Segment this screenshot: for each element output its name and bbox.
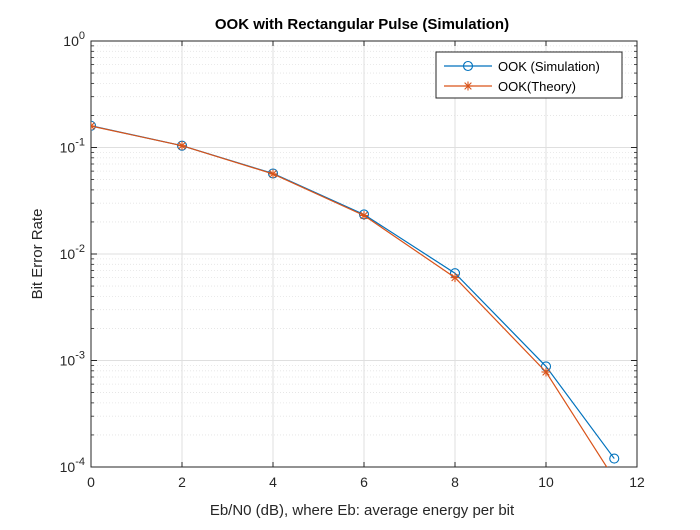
legend: OOK (Simulation) OOK(Theory) — [435, 51, 623, 99]
data-point — [462, 60, 474, 72]
y-tick-label: 100 — [63, 30, 85, 49]
x-tick-label: 8 — [451, 474, 459, 490]
y-tick-label: 10-1 — [60, 137, 85, 156]
x-tick-label: 12 — [629, 474, 645, 490]
plot-area — [91, 120, 620, 467]
y-tick-label: 10-4 — [60, 456, 85, 475]
data-point — [609, 453, 620, 464]
legend-label: OOK(Theory) — [498, 79, 576, 94]
chart-title: OOK with Rectangular Pulse (Simulation) — [215, 16, 509, 33]
y-axis-label: Bit Error Rate — [29, 209, 46, 300]
legend-item: OOK (Simulation) — [444, 59, 600, 74]
x-tick-label: 2 — [178, 474, 186, 490]
data-point — [268, 169, 278, 179]
y-tick-label: 10-3 — [60, 350, 85, 369]
data-point — [450, 273, 460, 283]
x-tick-label: 0 — [87, 474, 95, 490]
series-2 — [91, 121, 608, 467]
data-point — [359, 210, 369, 220]
x-tick-label: 6 — [360, 474, 368, 490]
data-point — [177, 141, 187, 151]
y-tick-label: 10-2 — [60, 243, 85, 262]
axes: 0 2 4 6 8 10 12 100 10-1 10-2 10-3 10-4 — [60, 30, 645, 490]
legend-box — [435, 51, 623, 99]
legend-label: OOK (Simulation) — [498, 59, 600, 74]
x-axis-label: Eb/N0 (dB), where Eb: average energy per… — [210, 502, 515, 519]
data-point — [541, 367, 551, 377]
legend-item: OOK(Theory) — [444, 79, 576, 94]
data-point — [91, 121, 96, 131]
data-point — [463, 81, 473, 91]
x-tick-label: 4 — [269, 474, 277, 490]
x-tick-label: 10 — [538, 474, 554, 490]
